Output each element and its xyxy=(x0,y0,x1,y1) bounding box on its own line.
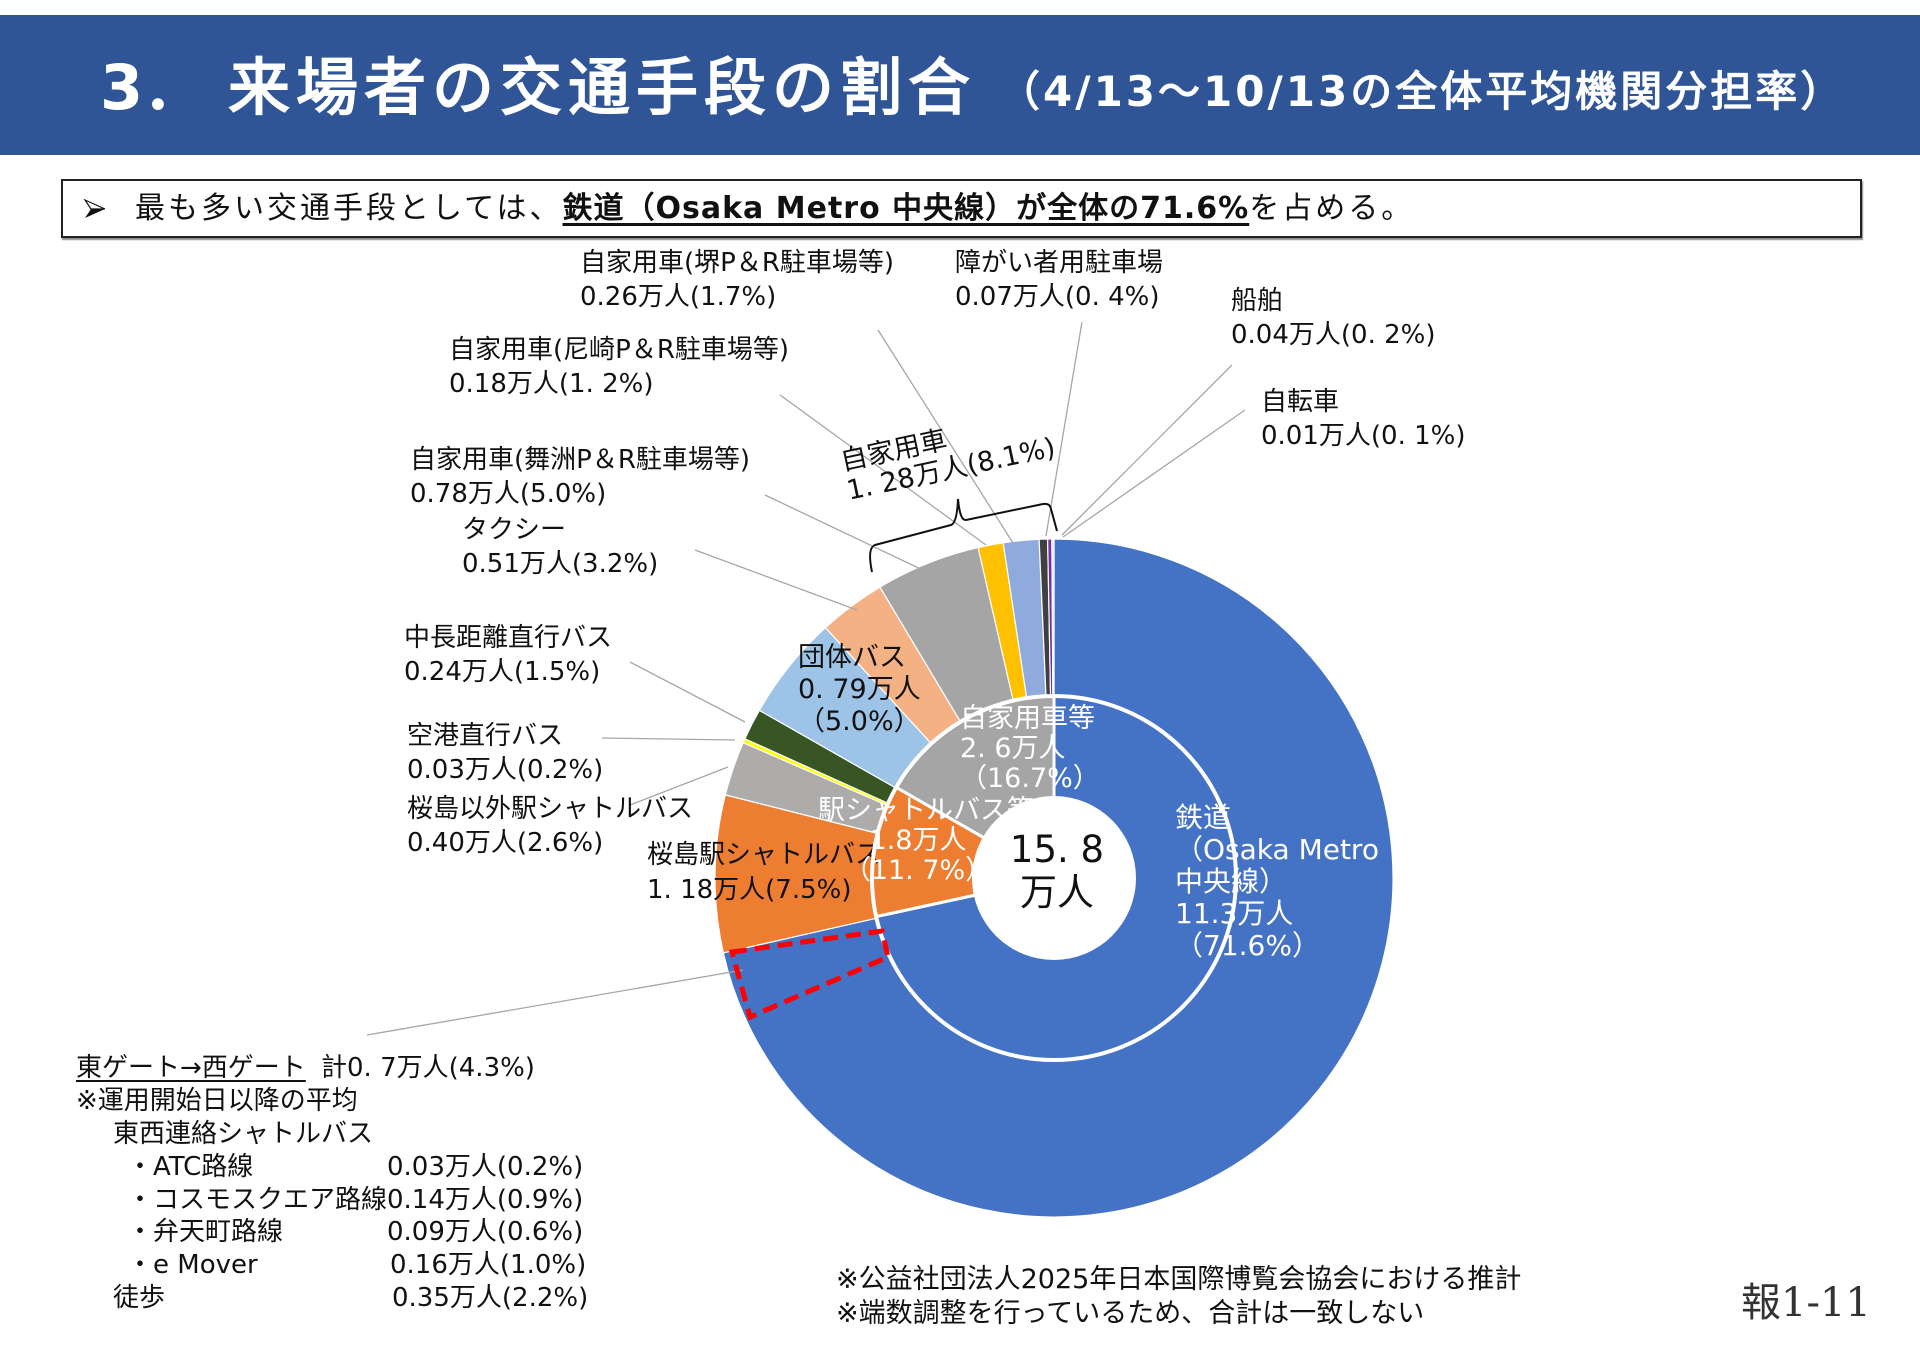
section-number: 3． xyxy=(100,51,206,124)
center-total-unit: 万人 xyxy=(1020,871,1094,914)
gate-total: 計0. 7万人(4.3%) xyxy=(321,1053,535,1083)
leader-line-taxi xyxy=(694,549,858,611)
label-percent: （71.6%） xyxy=(1175,929,1320,962)
label-percent: （16.7%） xyxy=(960,763,1100,794)
label-name: 駅シャトルバス等 xyxy=(818,795,1034,826)
page-subtitle: （4/13〜10/13の全体平均機関分担率） xyxy=(998,67,1846,116)
label-value: 0.18万人(1. 2%) xyxy=(449,369,654,399)
gate-row-name: ・コスモスクエア路線 xyxy=(127,1185,388,1215)
label-private-car-etc: 自家用車等 2. 6万人 （16.7%） xyxy=(960,704,1100,794)
label-rail: 鉄道 （Osaka Metro 中央線） 11.3万人 （71.6%） xyxy=(1175,802,1379,962)
center-total: 15. 8 万人 xyxy=(984,828,1130,914)
gate-row-value: 0.16万人(1.0%) xyxy=(390,1250,587,1280)
leader-line-gate-annotation xyxy=(366,969,744,1036)
label-value: 0.07万人(0. 4%) xyxy=(955,282,1160,312)
summary-text: 最も多い交通手段としては、鉄道（Osaka Metro 中央線）が全体の71.6… xyxy=(135,181,1414,236)
outer-slice-ship xyxy=(1047,538,1054,697)
footnote: ※公益社団法人2025年日本国際博覧会協会における推計 xyxy=(836,1264,1522,1295)
label-taxi: タクシー 0.51万人(3.2%) xyxy=(462,513,658,581)
label-value: 0.40万人(2.6%) xyxy=(407,828,604,858)
label-accessible-parking: 障がい者用駐車場 0.07万人(0. 4%) xyxy=(955,246,1163,314)
center-total-value: 15. 8 xyxy=(1009,828,1105,871)
label-value: 11.3万人 xyxy=(1175,897,1294,930)
label-name-line-3: 中央線） xyxy=(1175,865,1288,898)
gate-walk-name: 徒歩 xyxy=(113,1283,166,1313)
label-name: 障がい者用駐車場 xyxy=(955,248,1164,278)
gate-highlight-dashed-box xyxy=(728,928,891,1021)
label-name: 自家用車等 xyxy=(960,703,1095,734)
gate-title: 東ゲート→西ゲート xyxy=(76,1052,306,1085)
page-title: 来場者の交通手段の割合 xyxy=(228,51,977,124)
gate-walk-value: 0.35万人(2.2%) xyxy=(392,1283,589,1313)
label-value: 0.04万人(0. 2%) xyxy=(1231,320,1436,350)
outer-slice-bicycle xyxy=(1051,538,1055,697)
label-name: 自家用車(堺P＆R駐車場等) xyxy=(580,248,895,278)
label-car-sakai: 自家用車(堺P＆R駐車場等) 0.26万人(1.7%) xyxy=(580,246,894,314)
label-name: 自家用車(尼崎P＆R駐車場等) xyxy=(449,335,790,365)
label-name: 自家用車(舞洲P＆R駐車場等) xyxy=(410,445,751,475)
summary-suffix: を占める。 xyxy=(1249,191,1415,226)
footnote: ※端数調整を行っているため、合計は一致しない xyxy=(836,1298,1425,1329)
gate-title-text: 東ゲート→西ゲート xyxy=(76,1053,306,1083)
leader-line-accessible-parking xyxy=(1045,321,1083,537)
label-name: 桜島以外駅シャトルバス xyxy=(407,794,694,824)
leader-line-car-maishima xyxy=(764,494,928,573)
summary-emphasis: 鉄道（Osaka Metro 中央線）が全体の71.6% xyxy=(562,191,1250,226)
arrowhead-bullet-icon xyxy=(83,198,106,218)
gate-subgroup: 東西連絡シャトルバス xyxy=(113,1119,374,1149)
label-car-maishima: 自家用車(舞洲P＆R駐車場等) 0.78万人(5.0%) xyxy=(410,443,750,511)
outer-slice-car-amagasaki xyxy=(977,542,1028,702)
gate-row-name: ・e Mover xyxy=(127,1250,258,1280)
label-name-line-2: （Osaka Metro xyxy=(1175,833,1379,866)
label-value: 0.51万人(3.2%) xyxy=(462,549,659,579)
label-value: 0.26万人(1.7%) xyxy=(580,282,777,312)
leader-line-bicycle xyxy=(1062,409,1246,538)
label-name: タクシー xyxy=(462,515,567,545)
label-car-amagasaki: 自家用車(尼崎P＆R駐車場等) 0.18万人(1. 2%) xyxy=(449,333,789,401)
group-bracket xyxy=(869,498,1058,573)
label-value: 0. 79万人 xyxy=(798,674,921,705)
label-name: 空港直行バス xyxy=(407,721,564,751)
outer-slice-accessible-parking xyxy=(1038,538,1052,697)
leader-line-ship xyxy=(1061,364,1233,536)
leader-line-long-distance-bus xyxy=(629,661,746,723)
header-bar xyxy=(0,15,1920,155)
leader-line-airport-bus xyxy=(601,737,736,741)
label-airport-bus: 空港直行バス 0.03万人(0.2%) xyxy=(407,719,603,787)
label-long-distance-bus: 中長距離直行バス 0.24万人(1.5%) xyxy=(404,621,612,689)
label-value: 0.78万人(5.0%) xyxy=(410,479,607,509)
label-ship: 船舶 0.04万人(0. 2%) xyxy=(1231,284,1436,352)
gate-row-value: 0.09万人(0.6%) xyxy=(387,1217,584,1247)
label-value: 0.24万人(1.5%) xyxy=(404,657,601,687)
label-value: 0.03万人(0.2%) xyxy=(407,755,604,785)
label-name: 鉄道 xyxy=(1175,801,1232,834)
label-group-bus: 団体バス 0. 79万人 （5.0%） xyxy=(798,642,921,738)
gate-note: ※運用開始日以降の平均 xyxy=(76,1086,358,1116)
label-name: 団体バス xyxy=(798,642,906,673)
gate-row-value: 0.14万人(0.9%) xyxy=(387,1185,584,1215)
gate-row-value: 0.03万人(0.2%) xyxy=(387,1152,584,1182)
summary-prefix: 最も多い交通手段としては、 xyxy=(135,191,563,226)
label-bicycle: 自転車 0.01万人(0. 1%) xyxy=(1261,385,1466,453)
label-name: 船舶 xyxy=(1231,286,1284,316)
footnotes: ※公益社団法人2025年日本国際博覧会協会における推計 ※端数調整を行っているた… xyxy=(836,1263,1521,1331)
outer-slice-car-sakai xyxy=(1002,538,1047,699)
label-private-car-group: 自家用車 1. 28万人(8.1%) xyxy=(838,404,1058,507)
label-value: 2. 6万人 xyxy=(960,733,1066,764)
label-value: 0.01万人(0. 1%) xyxy=(1261,421,1466,451)
page-number: 報1-11 xyxy=(1741,1280,1871,1326)
summary-box: 最も多い交通手段としては、鉄道（Osaka Metro 中央線）が全体の71.6… xyxy=(61,179,1862,238)
label-name: 自転車 xyxy=(1261,387,1340,417)
label-name: 中長距離直行バス xyxy=(404,623,613,653)
label-percent: （5.0%） xyxy=(798,706,921,737)
gate-row-name: ・弁天町路線 xyxy=(127,1217,284,1247)
gate-row-name: ・ATC路線 xyxy=(127,1152,254,1182)
